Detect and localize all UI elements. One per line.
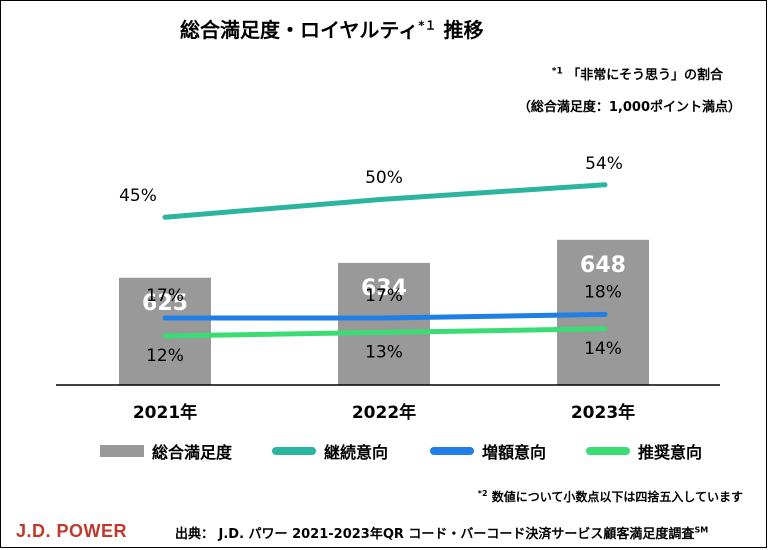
- source-citation: 出典： J.D. パワー 2021-2023年QR コード・バーコード決済サービ…: [175, 525, 709, 542]
- data-label-increase-2: 18%: [584, 282, 622, 302]
- legend-swatch-continuation: [272, 447, 316, 455]
- legend: 総合満足度 継続意向 増額意向 推奨意向: [100, 439, 740, 463]
- legend-item-continuation: 継続意向: [272, 439, 388, 463]
- legend-swatch-increase: [430, 447, 474, 455]
- line-recommend: [162, 326, 608, 339]
- data-label-recommend-1: 13%: [365, 342, 403, 362]
- data-label-continuation-1: 50%: [365, 168, 403, 188]
- note-ratio: *1 「非常にそう思う」の割合: [551, 66, 723, 83]
- data-label-recommend-2: 14%: [584, 339, 622, 359]
- bar-value-label-1: 634: [361, 276, 407, 301]
- legend-item-increase: 増額意向: [430, 439, 546, 463]
- data-label-continuation-2: 54%: [585, 154, 623, 174]
- line-continuation: [162, 182, 608, 220]
- x-tick-label-1: 2022年: [352, 402, 416, 423]
- bar-satisfaction-0: [119, 277, 211, 385]
- bar-satisfaction-1: [338, 262, 430, 385]
- x-tick-label-0: 2021年: [133, 402, 197, 423]
- note-scale: （総合満足度：1,000ポイント満点）: [517, 100, 741, 115]
- bar-value-label-2: 648: [580, 253, 626, 278]
- jd-power-logo: J.D. POWER: [16, 521, 128, 541]
- data-label-increase-0: 17%: [146, 286, 184, 306]
- data-label-increase-1: 17%: [365, 286, 403, 306]
- legend-item-recommend: 推奨意向: [586, 439, 702, 463]
- legend-swatch-recommend: [586, 447, 630, 455]
- chart-title: 総合満足度・ロイヤルティ*１ 推移: [180, 18, 484, 42]
- legend-swatch-bar: [100, 445, 144, 457]
- bar-value-label-0: 625: [142, 291, 188, 316]
- line-increase: [162, 311, 608, 321]
- footnote: *2 数値について小数点以下は四捨五入しています: [477, 489, 743, 504]
- x-tick-label-2: 2023年: [571, 402, 635, 423]
- legend-item-satisfaction: 総合満足度: [100, 439, 232, 463]
- data-label-continuation-0: 45%: [119, 186, 157, 206]
- data-label-recommend-0: 12%: [146, 346, 184, 366]
